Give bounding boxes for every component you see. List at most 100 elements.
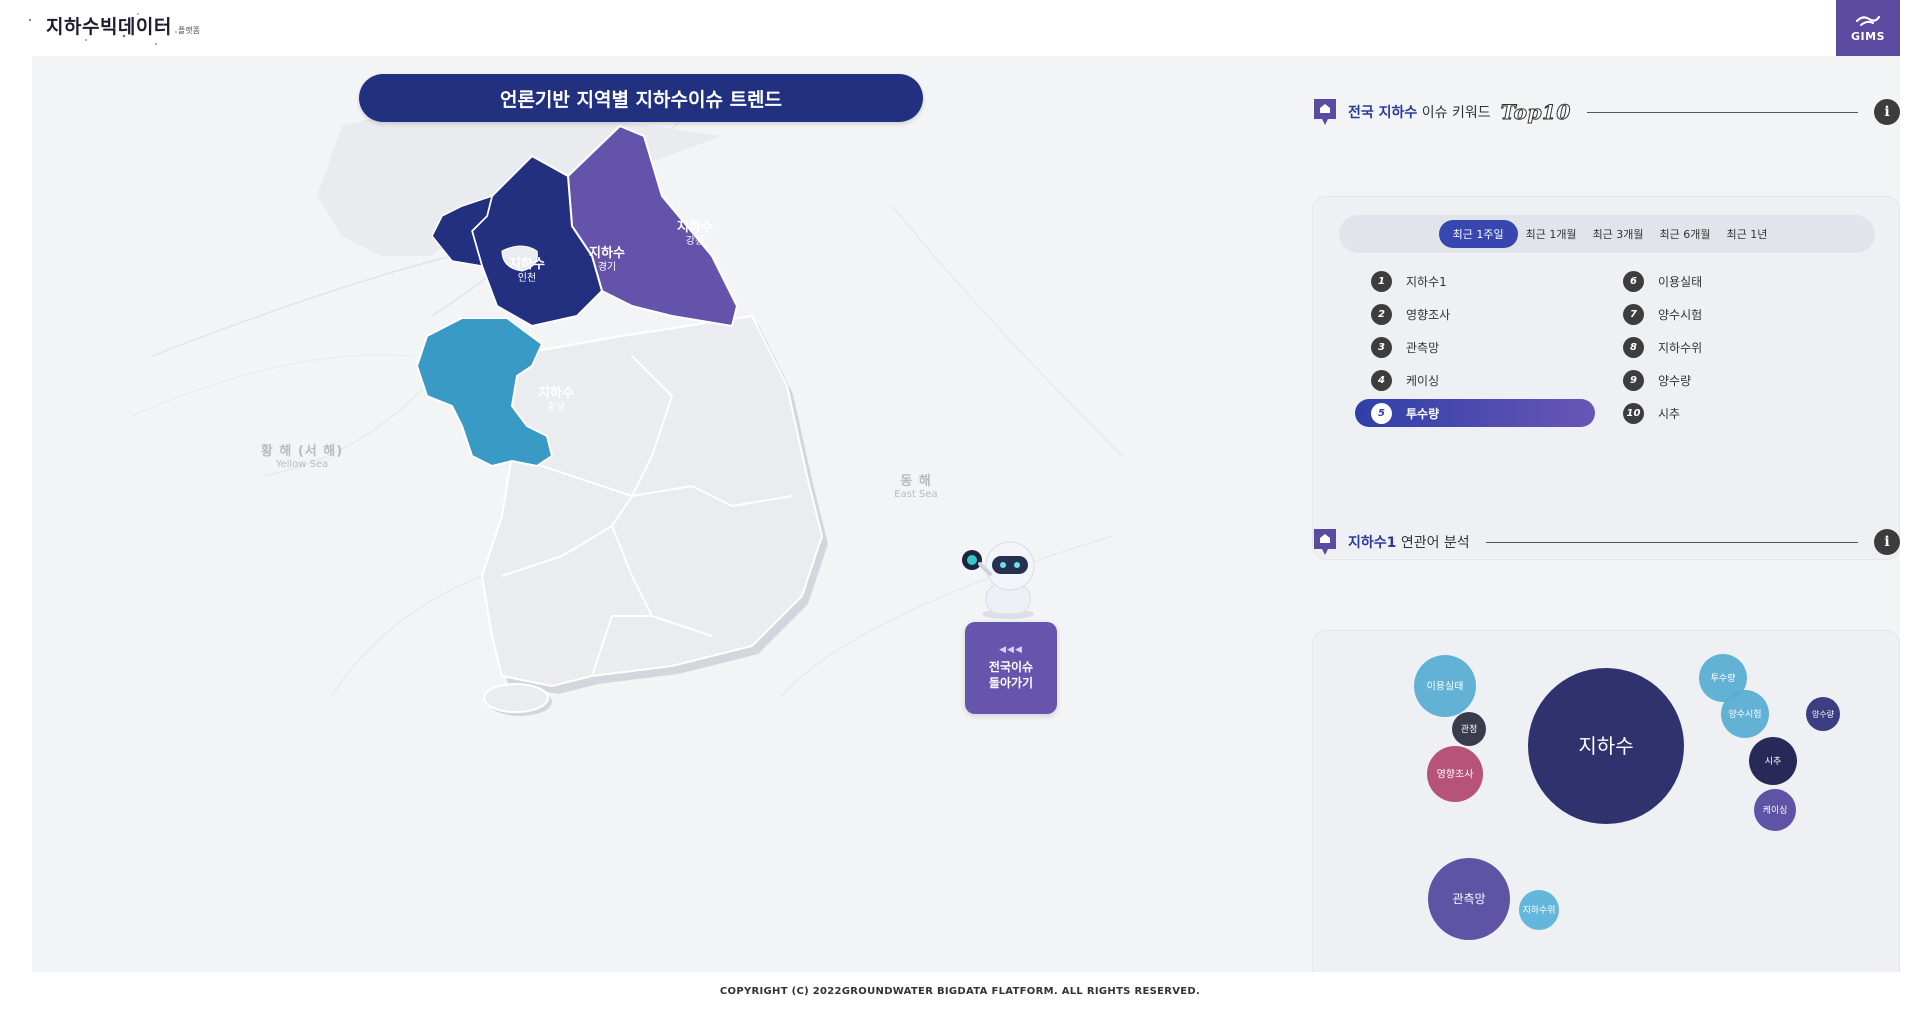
- bubble-지하수[interactable]: 지하수: [1528, 668, 1684, 824]
- keyword-section-header: 전국 지하수 이슈 키워드 Top10 i: [1312, 96, 1900, 128]
- east-sea-label: 동 해 East Sea: [866, 470, 966, 500]
- bubble-label: 양수량: [1812, 709, 1835, 719]
- bubble-관측망[interactable]: 관측망: [1428, 858, 1510, 940]
- keyword-rank: 5: [1371, 402, 1392, 424]
- bubble-label: 관정: [1461, 724, 1478, 735]
- keyword-text: 영향조사: [1406, 307, 1451, 322]
- keyword-panel: 최근 1주일 최근 1개월 최근 3개월 최근 6개월 최근 1년 1 지하수1…: [1312, 196, 1900, 560]
- bubble-label: 관측망: [1452, 892, 1485, 906]
- keyword-text: 양수량: [1658, 373, 1692, 388]
- bubble-이용실태[interactable]: 이용실태: [1414, 655, 1476, 717]
- location-pin-icon: [1314, 529, 1336, 555]
- map-title: 언론기반 지역별 지하수이슈 트렌드: [359, 74, 923, 122]
- keyword-item[interactable]: 9 양수량: [1607, 366, 1847, 394]
- keyword-rank: 8: [1623, 336, 1644, 358]
- logo[interactable]: 지하수빅데이터 플랫폼: [46, 12, 200, 39]
- back-button-line1: 전국이슈: [988, 660, 1034, 674]
- bubble-circle: [1699, 654, 1747, 702]
- bubble-관정[interactable]: 관정: [1452, 712, 1486, 746]
- copyright-footer: COPYRIGHT (C) 2022GROUNDWATER BIGDATA FL…: [719, 986, 1201, 997]
- bubble-label: 영향조사: [1437, 769, 1474, 781]
- keyword-rank: 1: [1371, 270, 1392, 292]
- bubble-circle: [1754, 789, 1796, 831]
- top10-badge: Top10: [1500, 100, 1571, 125]
- keyword-item[interactable]: 7 양수시험: [1607, 300, 1847, 328]
- bubble-circle: [1428, 858, 1510, 940]
- gims-button[interactable]: GIMS: [1836, 0, 1900, 56]
- bubble-circle: [1721, 690, 1769, 738]
- keyword-title-rest: 이슈 키워드: [1417, 105, 1491, 121]
- tab-1year[interactable]: 최근 1년: [1726, 228, 1768, 241]
- bubble-label: 이용실태: [1427, 681, 1464, 693]
- keyword-text: 투수량: [1406, 406, 1440, 421]
- keyword-text: 이용실태: [1658, 274, 1703, 289]
- keyword-title-highlight: 전국 지하수: [1348, 105, 1418, 121]
- keyword-text: 시추: [1658, 406, 1681, 421]
- bubble-양수시험[interactable]: 양수시험: [1721, 690, 1769, 738]
- bubble-circle: [1414, 655, 1476, 717]
- gims-logo-icon: [1855, 15, 1881, 26]
- bubble-label: 지하수: [1578, 734, 1633, 758]
- keyword-item[interactable]: 3 관측망: [1355, 333, 1595, 361]
- keyword-item[interactable]: 10 시추: [1607, 399, 1847, 427]
- keyword-text: 양수시험: [1658, 307, 1703, 322]
- bubble-시추[interactable]: 시추: [1749, 737, 1797, 785]
- keyword-item[interactable]: 1 지하수1: [1355, 267, 1595, 295]
- tab-1week[interactable]: 최근 1주일: [1438, 220, 1518, 248]
- bubble-circle: [1427, 746, 1483, 802]
- tab-3months[interactable]: 최근 3개월: [1592, 228, 1644, 241]
- keyword-item[interactable]: 2 영향조사: [1355, 300, 1595, 328]
- keyword-section-title: 전국 지하수 이슈 키워드: [1348, 102, 1491, 122]
- keyword-info-button[interactable]: i: [1874, 99, 1900, 125]
- gims-label: GIMS: [1851, 30, 1885, 43]
- keyword-text: 지하수위: [1658, 340, 1703, 355]
- keyword-item[interactable]: 8 지하수위: [1607, 333, 1847, 361]
- keyword-rank: 10: [1623, 402, 1644, 424]
- tab-1month[interactable]: 최근 1개월: [1525, 228, 1577, 241]
- back-to-national-button[interactable]: ◀◀◀ 전국이슈 돌아가기: [965, 622, 1057, 714]
- keyword-text: 관측망: [1406, 340, 1440, 355]
- related-info-button[interactable]: i: [1874, 529, 1900, 555]
- section-divider: [1485, 541, 1858, 543]
- section-divider: [1586, 111, 1858, 113]
- keyword-text: 케이싱: [1406, 373, 1440, 388]
- bubble-circle: [1749, 737, 1797, 785]
- related-title-rest: 연관어 분석: [1396, 535, 1470, 551]
- keyword-item[interactable]: 6 이용실태: [1607, 267, 1847, 295]
- bubble-circle: [1806, 697, 1840, 731]
- bubble-영향조사[interactable]: 영향조사: [1427, 746, 1483, 802]
- bubble-지하수위[interactable]: 지하수위: [1519, 890, 1559, 930]
- related-section-header: 지하수1 연관어 분석 i: [1312, 526, 1900, 558]
- bubble-label: 지하수위: [1522, 905, 1555, 916]
- bubble-케이싱[interactable]: 케이싱: [1754, 789, 1796, 831]
- keyword-rank: 4: [1371, 369, 1392, 391]
- logo-subtitle: 플랫폼: [177, 26, 200, 35]
- logo-title: 지하수빅데이터: [46, 16, 172, 38]
- keyword-item-active[interactable]: 5 투수량: [1355, 399, 1595, 427]
- bubble-양수량[interactable]: 양수량: [1806, 697, 1840, 731]
- region-chungnam: [415, 317, 554, 468]
- period-tabs: 최근 1주일 최근 1개월 최근 3개월 최근 6개월 최근 1년: [1339, 215, 1875, 253]
- keyword-rank: 7: [1623, 303, 1644, 325]
- east-sea-english: East Sea: [894, 489, 938, 500]
- bubble-투수량[interactable]: 투수량: [1699, 654, 1747, 702]
- location-pin-icon: [1314, 99, 1336, 125]
- bubble-circle: [1528, 668, 1684, 824]
- keyword-rank: 9: [1623, 369, 1644, 391]
- yellow-sea-korean: 황 해 (서 해): [260, 444, 344, 459]
- tab-6months[interactable]: 최근 6개월: [1659, 228, 1711, 241]
- bubble-label: 케이싱: [1763, 805, 1788, 816]
- robot-mascot-icon: [962, 541, 1035, 619]
- bubble-circle: [1452, 712, 1486, 746]
- bubble-circle: [1519, 890, 1559, 930]
- keyword-item[interactable]: 4 케이싱: [1355, 366, 1595, 394]
- keyword-rank: 2: [1371, 303, 1392, 325]
- related-section-title: 지하수1 연관어 분석: [1348, 532, 1470, 552]
- korea-map: [131, 75, 1123, 716]
- related-title-highlight: 지하수1: [1348, 535, 1397, 551]
- jeju-island: [483, 683, 549, 713]
- keyword-rank: 6: [1623, 270, 1644, 292]
- bubble-label: 양수시험: [1728, 709, 1761, 720]
